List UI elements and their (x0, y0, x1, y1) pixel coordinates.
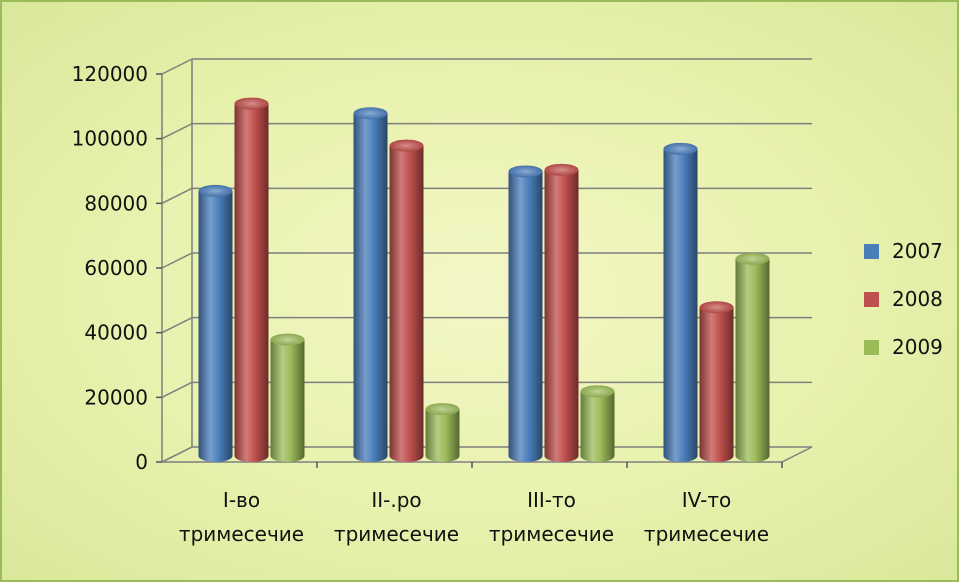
bar-top (234, 97, 269, 110)
legend-label-2009: 2009 (892, 335, 943, 359)
gridline-slant (161, 446, 193, 463)
x-category-label: тримесечие (334, 522, 459, 546)
bar-top (508, 165, 543, 178)
gridline-slant (161, 58, 193, 75)
bar-body (699, 307, 734, 463)
y-axis-ticks: 0 20000 40000 60000 80000 100000 120000 (72, 62, 148, 474)
y-tick-label: 0 (135, 450, 148, 474)
bar-top (198, 184, 233, 197)
bar-body (234, 103, 269, 463)
bar-2007-3 (508, 165, 543, 463)
gridline-slant (161, 316, 193, 334)
bar-2007-4 (663, 142, 698, 463)
gridline-slant (161, 381, 193, 399)
gridline-slant (161, 122, 193, 140)
bar-body (425, 409, 460, 463)
bar-top (735, 252, 770, 265)
x-category-label: II-.ро (371, 488, 421, 512)
bar-body (353, 113, 388, 463)
bar-body (508, 171, 543, 463)
bar-top (544, 163, 579, 176)
gridline-slant (161, 252, 193, 269)
bar-2009-3 (580, 385, 615, 463)
bar-body (270, 339, 305, 462)
bar-top (663, 142, 698, 155)
x-category-label: IV-то (682, 488, 732, 512)
bar-body (389, 145, 424, 463)
bar-top (353, 107, 388, 120)
bar-2007-2 (353, 107, 388, 463)
bar-top (699, 301, 734, 314)
x-category-label: тримесечие (179, 522, 304, 546)
x-category-label: тримесечие (644, 522, 769, 546)
x-category-label: I-во (223, 488, 260, 512)
bar-top (389, 139, 424, 152)
bar-body (663, 148, 698, 463)
bar-body (198, 190, 233, 463)
legend-label-2007: 2007 (892, 239, 943, 263)
bar-2008-3 (544, 163, 579, 463)
x-category-label: III-то (527, 488, 576, 512)
bar-top (270, 333, 305, 346)
legend-swatch-2009 (864, 340, 879, 355)
x-axis-categories: I-во тримесечие II-.ро тримесечие III-то трим… (179, 488, 769, 546)
bar-2008-4 (699, 301, 734, 463)
legend: 2007 2008 2009 (864, 239, 943, 359)
floor-right-edge (781, 446, 813, 463)
bar-2008-1 (234, 97, 269, 463)
gridline-slant (161, 187, 193, 205)
x-category-label: тримесечие (489, 522, 614, 546)
bar-body (580, 391, 615, 463)
bar-top (425, 403, 460, 416)
legend-label-2008: 2008 (892, 287, 943, 311)
bar-body (735, 258, 770, 463)
y-tick-label: 80000 (84, 191, 148, 215)
bar-2008-2 (389, 139, 424, 463)
bars (198, 97, 783, 468)
bar-body (544, 169, 579, 463)
bar-top (580, 385, 615, 398)
legend-swatch-2007 (864, 244, 879, 259)
y-tick-label: 40000 (84, 321, 148, 345)
bar-2007-1 (198, 184, 233, 463)
bar-2009-1 (270, 333, 305, 462)
y-tick-label: 60000 (84, 256, 148, 280)
bar-2009-4 (735, 252, 770, 463)
legend-swatch-2008 (864, 292, 879, 307)
y-tick-label: 100000 (72, 127, 148, 151)
y-tick-label: 20000 (84, 385, 148, 409)
bar-2009-2 (425, 403, 460, 463)
y-tick-label: 120000 (72, 62, 148, 86)
